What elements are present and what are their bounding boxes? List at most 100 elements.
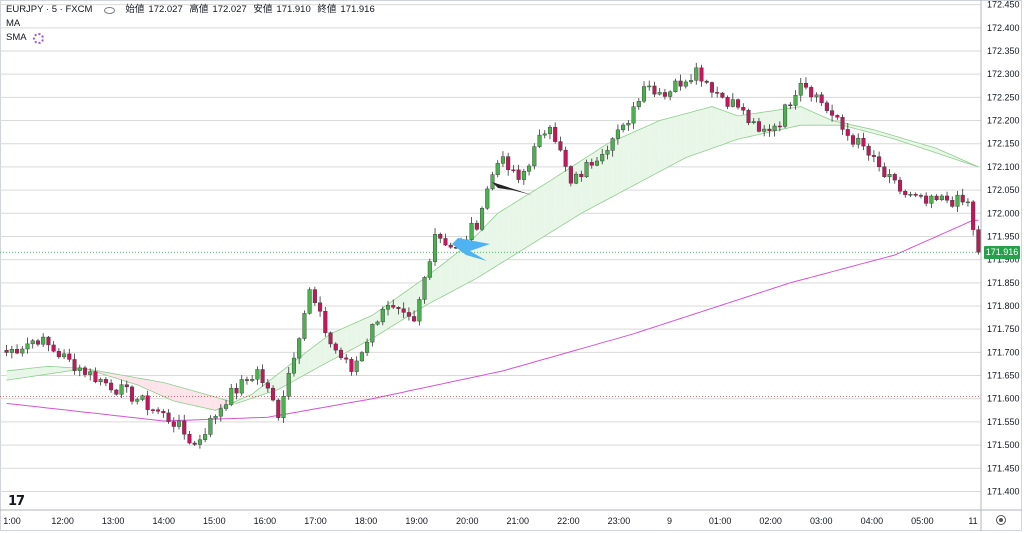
candle-body: [934, 195, 939, 201]
candle-body: [683, 81, 688, 87]
candle-body: [485, 188, 490, 209]
candle-body: [103, 379, 108, 384]
candle-body: [213, 416, 218, 419]
ma-ribbon-segment: [508, 203, 514, 259]
candle-body: [657, 92, 662, 95]
candle-body: [417, 299, 422, 322]
ma-ribbon-segment: [518, 197, 524, 253]
candle-body: [281, 396, 286, 418]
ma-ribbon-segment: [644, 125, 650, 180]
ma-ribbon-segment: [194, 391, 200, 407]
ma-ribbon-segment: [450, 253, 456, 293]
legend-indicator-ma[interactable]: MA: [6, 17, 379, 31]
x-tick-label: 11: [968, 516, 977, 526]
candle-body: [756, 121, 761, 132]
ma-ribbon-segment: [11, 369, 18, 380]
chart-legend: EURJPY · 5 · FXCM 始値 172.027 高値 172.027 安値…: [6, 3, 379, 45]
candle-body: [610, 138, 615, 151]
candle-body: [913, 194, 918, 196]
high-label: 高値: [189, 4, 209, 15]
candle-body: [338, 349, 344, 359]
candle-body: [547, 126, 552, 135]
candle-body: [328, 332, 333, 345]
symbol-title[interactable]: EURJPY · 5 · FXCM: [6, 4, 93, 15]
ma-ribbon-segment: [482, 224, 488, 275]
y-tick-label: 172.350: [987, 46, 1020, 56]
candle-body: [271, 387, 276, 401]
ma-ribbon-segment: [152, 380, 159, 395]
candle-body: [939, 195, 944, 201]
candle-body: [490, 174, 495, 190]
candle-body: [406, 312, 411, 317]
ma-ribbon-segment: [356, 319, 362, 347]
candle-body: [647, 85, 652, 88]
ma-ribbon-segment: [199, 392, 206, 408]
candle-body: [349, 359, 354, 372]
open-label: 始値: [125, 4, 145, 15]
y-tick-label: 171.700: [987, 347, 1020, 357]
settings-icon[interactable]: [996, 515, 1006, 525]
legend-indicator-sma[interactable]: SMA: [6, 31, 379, 45]
candle-body: [192, 442, 197, 445]
indicator-ma-label: MA: [6, 18, 21, 29]
candle-body: [574, 173, 579, 184]
candle-body: [135, 399, 140, 402]
candle-body: [772, 125, 777, 131]
y-tick-label: 171.450: [987, 463, 1020, 473]
candle-body: [819, 94, 824, 104]
candle-body: [255, 369, 260, 380]
ma-ribbon-segment: [309, 345, 315, 373]
ma-ribbon-segment: [179, 386, 185, 404]
loading-icon: [32, 32, 44, 44]
candle-body: [176, 420, 182, 427]
ma-ribbon-segment: [492, 213, 498, 269]
candle-body: [929, 195, 934, 204]
candle-body: [835, 115, 840, 118]
candle-body: [385, 305, 391, 310]
ma-ribbon-segment: [638, 127, 645, 183]
candle-body: [72, 359, 77, 371]
ma-ribbon-segment: [764, 111, 770, 134]
ma-ribbon-segment: [27, 368, 33, 378]
candle-body: [965, 201, 970, 204]
y-tick-label: 172.400: [987, 23, 1020, 33]
candle-body: [584, 162, 589, 178]
candle-body: [532, 146, 537, 167]
y-tick-label: 172.300: [987, 69, 1020, 79]
ma-ribbon-segment: [22, 368, 28, 378]
ma-ribbon-segment: [252, 390, 258, 399]
candle-body: [803, 82, 809, 88]
x-tick-label: 1:00: [3, 516, 21, 526]
ma-ribbon-segment: [340, 326, 347, 356]
candle-body: [244, 379, 249, 381]
x-tick-label: 20:00: [456, 516, 479, 526]
ma-ribbon-segment: [361, 317, 368, 345]
ma-ribbon-segment: [502, 206, 509, 262]
ma-ribbon-segment: [299, 353, 305, 378]
x-tick-label: 13:00: [102, 516, 125, 526]
candle-body: [114, 389, 119, 395]
candle-body: [594, 160, 600, 166]
candle-body: [119, 384, 124, 395]
candle-body: [197, 439, 202, 445]
candle-body: [500, 156, 505, 164]
candle-body: [62, 353, 67, 358]
candle-body: [918, 195, 923, 197]
candle-body: [109, 382, 114, 391]
ma-slow-line: [6, 124, 979, 404]
ma-fast-line: [6, 106, 979, 411]
candle-body: [323, 311, 328, 333]
tradingview-logo-icon[interactable]: 17: [8, 494, 25, 509]
eye-icon[interactable]: [104, 6, 116, 14]
last-price-tag: 171.916: [984, 245, 1020, 259]
y-tick-label: 171.500: [987, 440, 1020, 450]
ma-ribbon-segment: [670, 116, 676, 166]
ma-ribbon-segment: [555, 174, 561, 230]
y-tick-label: 171.750: [987, 324, 1020, 334]
ma-ribbon-segment: [351, 322, 357, 350]
ma-ribbon-segment: [717, 108, 723, 147]
ma-ribbon-segment: [560, 170, 566, 227]
candle-body: [673, 80, 678, 92]
ma-ribbon-segment: [429, 270, 436, 304]
